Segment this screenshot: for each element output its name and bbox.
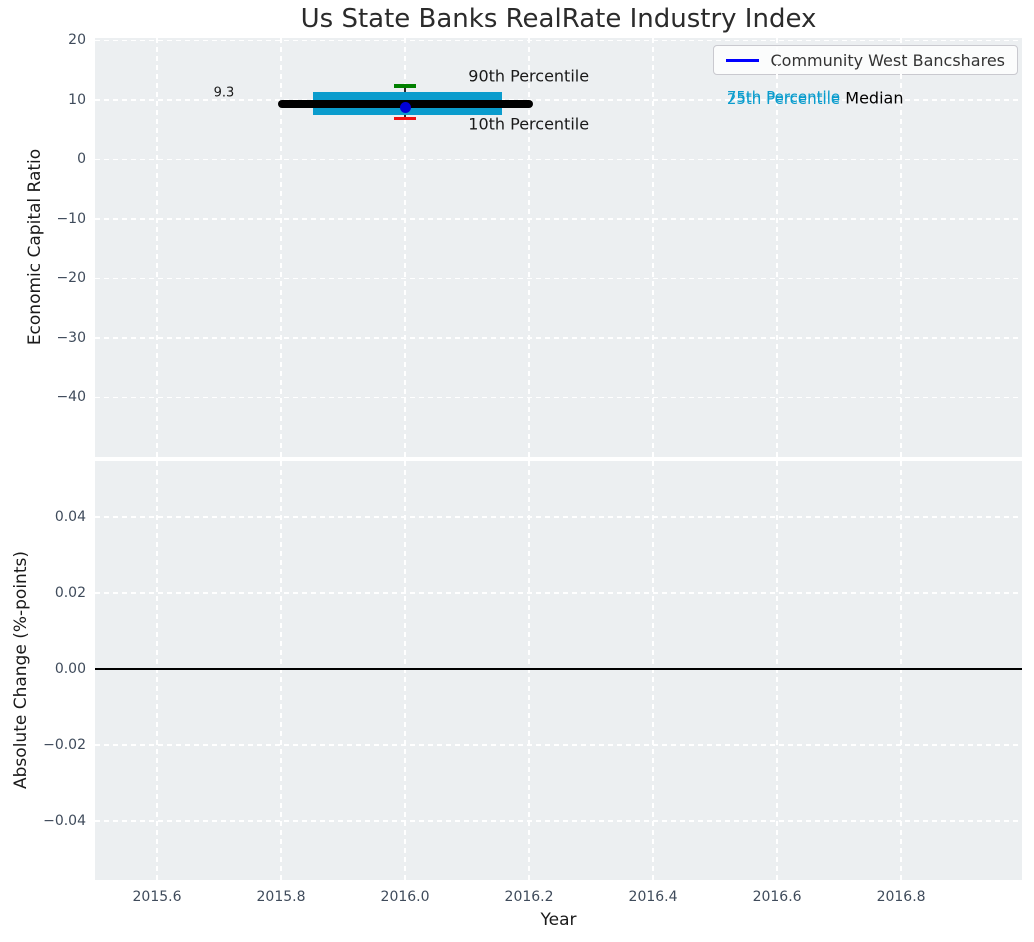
y-tick-label: 20 [68, 32, 86, 49]
annotation-9-3: 9.3 [213, 85, 235, 101]
annotation-10th-percentile: 10th Percentile [468, 114, 590, 134]
gridline [404, 461, 406, 880]
gridline [404, 38, 406, 457]
y-tick-label: 0 [77, 151, 86, 168]
gridline [156, 461, 158, 880]
gridline [95, 158, 1022, 161]
gridline [95, 337, 1022, 339]
y-tick-label: −40 [56, 389, 86, 406]
annotation-90th-percentile: 90th Percentile [468, 66, 590, 86]
y-tick-label: −0.02 [43, 737, 86, 754]
gridline [95, 99, 1022, 101]
x-tick-label: 2016.0 [380, 889, 430, 905]
gridline [776, 461, 778, 880]
y-tick-label: 0.00 [54, 660, 86, 677]
x-tick-label: 2016.8 [876, 889, 926, 905]
x-tick-label: 2016.6 [752, 889, 802, 905]
gridline [280, 38, 282, 457]
x-tick-label: 2016.4 [628, 889, 678, 905]
gridline [528, 461, 530, 880]
x-tick-label: 2015.8 [256, 889, 306, 905]
p10-cap [394, 116, 417, 120]
gridline [95, 516, 1022, 518]
gridline [280, 461, 282, 880]
y-tick-label: 0.04 [54, 508, 86, 525]
y-tick-label: −20 [56, 270, 86, 287]
zero-line [95, 667, 1022, 670]
gridline [652, 38, 654, 457]
gridline [95, 820, 1022, 822]
gridline [95, 277, 1022, 280]
y-tick-label: −0.04 [43, 813, 86, 830]
x-axis-label: Year [540, 910, 577, 930]
chart-title: Us State Banks RealRate Industry Index [300, 4, 817, 34]
gridline [95, 744, 1022, 746]
gridline [95, 396, 1022, 399]
y-axis-label-bottom: Absolute Change (%-points) [11, 551, 31, 789]
gridline [776, 38, 778, 457]
gridline [900, 461, 902, 880]
x-tick-label: 2015.6 [132, 889, 182, 905]
legend-line-icon [726, 58, 760, 62]
gridline [156, 38, 158, 457]
annotation-median: Median [845, 88, 904, 108]
gridline [528, 38, 530, 457]
y-axis-label-top: Economic Capital Ratio [25, 148, 45, 346]
y-tick-label: 10 [68, 91, 86, 108]
annotation-25th-percentile: 25th Percentile [726, 89, 841, 108]
gridline [95, 592, 1022, 594]
legend-label: Community West Bancshares [770, 50, 1005, 70]
y-tick-label: −10 [56, 210, 86, 227]
gridline [95, 39, 1022, 42]
y-tick-label: −30 [56, 329, 86, 346]
x-tick-label: 2016.2 [504, 889, 554, 905]
gridline [652, 461, 654, 880]
bottom-plot-area [95, 461, 1022, 880]
annotation-75th-percentile: 75th Percentile [726, 88, 841, 107]
legend: Community West Bancshares [713, 45, 1018, 75]
top-plot-area: Community West Bancshares 9.3 90th Percen… [95, 38, 1022, 457]
gridline [900, 38, 902, 457]
y-tick-label: 0.02 [54, 584, 86, 601]
gridline [95, 218, 1022, 220]
p90-cap [394, 84, 417, 88]
company-marker [399, 101, 411, 113]
